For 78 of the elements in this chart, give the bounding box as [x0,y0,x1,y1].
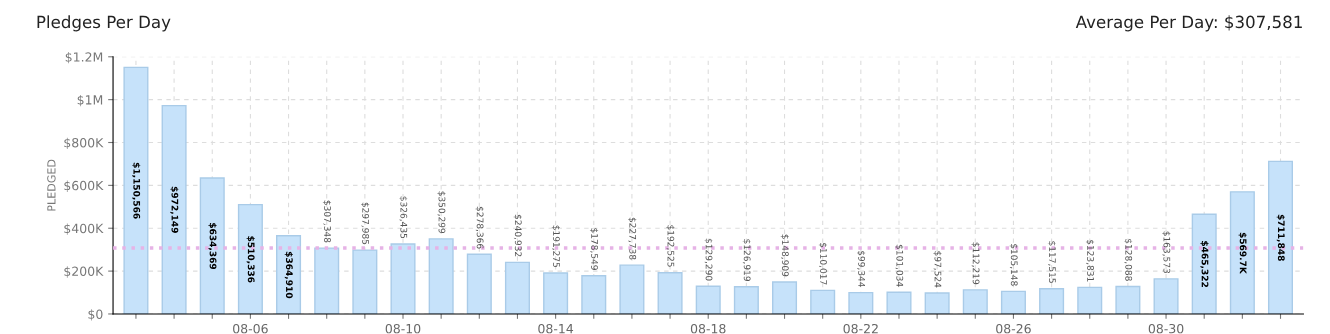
x-tick-label: 08-18 [690,323,726,334]
bar [1229,191,1255,314]
bar [886,291,912,314]
data-label: $364,910 [284,251,293,299]
bar [314,247,340,314]
data-label: $307,348 [322,200,332,243]
data-label: $112,219 [971,242,980,285]
x-tick-label: 08-10 [385,323,421,334]
data-label: $97,524 [933,251,942,288]
bar [199,177,225,314]
data-label: $178,549 [589,228,599,270]
x-tick-label: 08-14 [538,323,574,334]
data-label: $1,150,566 [132,162,141,219]
bar [1115,285,1141,314]
bar [543,272,569,314]
bar [924,292,950,314]
bar [1039,288,1065,314]
data-label: $126,919 [742,239,751,281]
bar [810,289,836,314]
y-tick-label: $600K [64,180,104,192]
bar [1153,278,1179,314]
bar [1077,286,1103,314]
bar [428,238,454,314]
data-label: $278,366 [475,206,484,249]
bar [962,289,988,314]
text: Average Per Day: $307,581 [1075,15,1302,32]
y-tick-label: $1.2M [65,52,103,64]
y-tick-label: $200K [64,266,104,278]
bar [1000,290,1026,314]
chart-title: Pledges Per Day [37,15,171,32]
bar [733,286,759,314]
bar [1267,160,1294,314]
bar [657,272,683,314]
data-label: $711,848 [1276,214,1285,261]
data-label: $191,275 [551,225,560,268]
x-tick-label: 08-30 [1148,323,1184,334]
y-tick-label: $0 [88,309,103,321]
data-label: $634,369 [208,222,217,270]
data-label: $117,515 [1047,241,1056,283]
data-label: $972,149 [170,186,179,233]
bar [1191,213,1217,314]
data-label: $350,299 [437,191,446,234]
bar [237,203,263,314]
bar [695,285,721,314]
data-label: $510,336 [246,236,255,283]
y-axis-title: PLEDGED [47,159,56,211]
data-label: $192,525 [666,225,675,267]
bar [504,261,530,314]
data-label: $465,322 [1200,241,1209,288]
data-label: $128,088 [1124,239,1133,281]
bar [161,104,187,314]
bar [772,281,798,314]
bar [466,253,492,314]
x-tick-label: 08-26 [996,323,1031,334]
data-label: $110,017 [818,242,828,285]
data-label: $326,435 [399,196,408,239]
data-label: $297,985 [361,202,370,245]
data-label: $129,290 [704,238,713,281]
bar [848,291,874,314]
bar [390,243,416,314]
bar [123,66,149,314]
data-label: $148,909 [780,234,789,277]
x-tick-label: 08-22 [843,323,878,334]
y-tick-label: $400K [64,223,104,235]
bar [619,264,645,314]
data-label: $123,831 [1085,239,1095,282]
bar [581,274,607,314]
data-label: $227,738 [628,217,637,260]
data-label: $240,932 [513,214,522,257]
data-label: $105,148 [1009,243,1018,286]
bar [352,249,378,314]
y-tick-label: $1M [77,94,103,107]
data-label: $163,573 [1162,231,1171,274]
y-tick-label: $800K [64,137,104,150]
x-tick-label: 08-06 [233,323,268,334]
data-label: $569.7K [1238,232,1247,275]
data-label: $101,034 [895,244,904,287]
data-label: $99,344 [857,250,866,288]
